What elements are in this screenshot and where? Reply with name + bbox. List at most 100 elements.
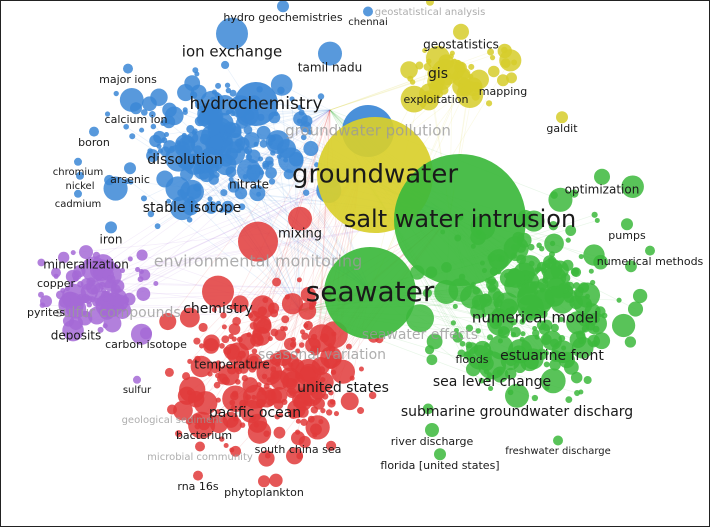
- node-label: river discharge: [391, 435, 474, 448]
- node-bubble: [542, 330, 562, 351]
- bubble: [164, 131, 170, 137]
- bubble: [38, 291, 44, 298]
- bubble: [71, 270, 82, 281]
- bubble: [531, 394, 539, 402]
- bubble: [219, 436, 225, 442]
- node-label: dissolution: [147, 152, 223, 168]
- bubble: [418, 90, 439, 111]
- bubble: [104, 111, 111, 117]
- bubble: [211, 89, 217, 95]
- node-label: cadmium: [55, 199, 102, 210]
- bubble: [193, 337, 201, 345]
- node-label: freshwater discharge: [505, 446, 611, 457]
- node-label: iron: [100, 233, 123, 247]
- bubble: [221, 60, 230, 70]
- bubble: [520, 331, 526, 337]
- bubble: [249, 355, 259, 365]
- bubble: [485, 100, 493, 107]
- bubble: [621, 175, 644, 199]
- bubble: [632, 288, 648, 304]
- bubble: [532, 326, 538, 332]
- bubble: [207, 147, 215, 155]
- bubble: [120, 268, 126, 274]
- bubble: [214, 95, 236, 116]
- bubble: [227, 180, 240, 193]
- bubble: [59, 296, 71, 308]
- bubble: [558, 316, 564, 323]
- node-label: phytoplankton: [224, 486, 304, 499]
- bubble: [460, 285, 484, 309]
- bubble: [214, 372, 221, 379]
- bubble: [489, 280, 495, 286]
- bubble: [123, 123, 129, 130]
- bubble: [511, 59, 518, 66]
- bubble: [198, 322, 208, 332]
- bubble: [523, 210, 545, 232]
- node-label: sulfur: [123, 385, 152, 396]
- bubble: [487, 309, 514, 336]
- bubble: [101, 287, 107, 293]
- node-bubble: [425, 423, 439, 437]
- bubble: [284, 294, 290, 300]
- bubble: [136, 287, 151, 301]
- bubble: [207, 196, 213, 202]
- bubble: [250, 332, 264, 347]
- bubble: [229, 89, 237, 97]
- node-label: temperature: [194, 358, 269, 372]
- bubble: [469, 69, 489, 90]
- bubble: [542, 277, 549, 284]
- bubble: [197, 105, 203, 111]
- bubble: [300, 418, 308, 426]
- bubble: [238, 203, 246, 211]
- bubble: [489, 54, 496, 61]
- node-label: galdit: [546, 122, 578, 135]
- node-label: gis: [428, 66, 448, 82]
- edge: [86, 169, 361, 285]
- bubble: [357, 407, 365, 415]
- bubble: [434, 279, 459, 304]
- bubble: [267, 336, 273, 342]
- bubble: [591, 340, 598, 347]
- bubble: [270, 74, 293, 96]
- bubble: [548, 251, 555, 258]
- bubble: [243, 125, 253, 135]
- node-label: nitrate: [229, 178, 269, 192]
- bubble: [139, 127, 145, 133]
- node-bubble: [505, 383, 529, 408]
- node-bubble: [133, 375, 141, 384]
- edge: [295, 159, 301, 311]
- node-bubble: [238, 221, 278, 262]
- bubble: [486, 334, 494, 341]
- bubble: [274, 413, 281, 420]
- bubble: [215, 82, 222, 89]
- bubble: [220, 189, 228, 197]
- node-label: pyrites: [27, 306, 65, 319]
- bubble: [422, 288, 432, 298]
- bubble: [189, 202, 195, 209]
- bubble: [272, 277, 282, 287]
- bubble: [231, 295, 249, 313]
- node-label: sea level change: [433, 374, 551, 390]
- bubble: [129, 133, 136, 140]
- bubble: [183, 153, 206, 175]
- bubble: [549, 350, 562, 362]
- bubble: [221, 200, 235, 214]
- edge: [280, 90, 301, 311]
- node-bubble: [291, 431, 305, 445]
- bubble: [327, 399, 336, 408]
- bubble: [426, 354, 438, 366]
- bubble: [345, 343, 352, 350]
- bubble: [303, 320, 313, 331]
- bubble: [322, 393, 329, 400]
- bubble: [248, 310, 260, 322]
- node-label: floods: [455, 353, 488, 366]
- node-bubble: [140, 327, 152, 340]
- bubble: [550, 323, 559, 332]
- bubble: [249, 321, 258, 330]
- node-bubble: [394, 154, 526, 286]
- bubble: [91, 287, 98, 295]
- bubble: [281, 315, 290, 324]
- node-bubble: [51, 267, 61, 278]
- node-label: copper: [37, 277, 76, 290]
- node-label: chemistry: [183, 301, 253, 317]
